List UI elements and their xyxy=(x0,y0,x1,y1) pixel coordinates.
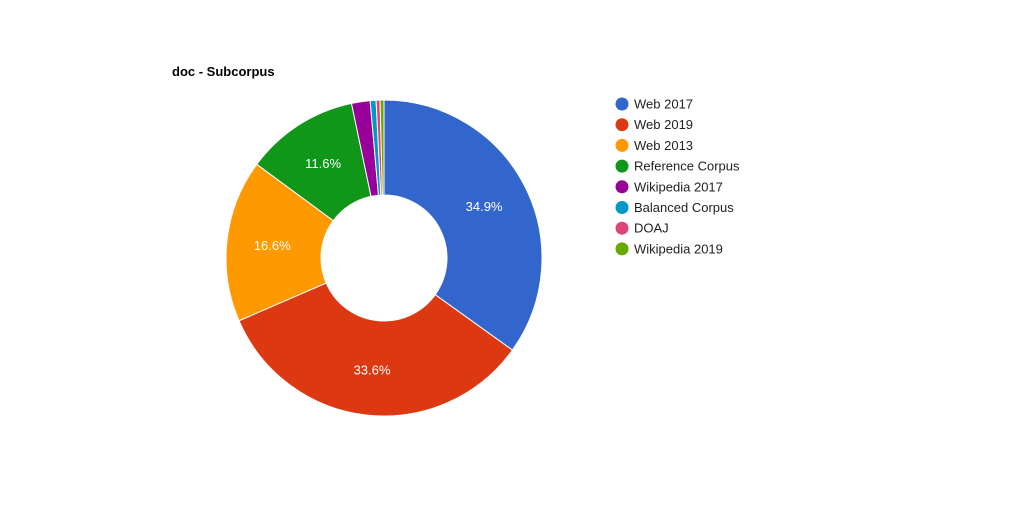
slice-label-reference-corpus: 11.6% xyxy=(305,156,341,171)
legend-item-doaj[interactable]: DOAJ xyxy=(615,221,669,236)
legend-marker-reference-corpus xyxy=(615,159,629,173)
legend-item-web-2019[interactable]: Web 2019 xyxy=(615,117,694,132)
legend-marker-web-2019 xyxy=(615,118,629,132)
slice-web-2017[interactable] xyxy=(383,99,543,351)
legend-label-web-2017: Web 2017 xyxy=(634,97,693,112)
slice-label-web-2017: 34.9% xyxy=(466,199,503,214)
legend-item-wikipedia-2019[interactable]: Wikipedia 2019 xyxy=(615,241,723,256)
legend-label-wikipedia-2017: Wikipedia 2017 xyxy=(634,179,723,194)
legend-item-web-2017[interactable]: Web 2017 xyxy=(615,97,694,112)
slice-web-2019[interactable] xyxy=(238,282,514,417)
legend-item-balanced-corpus[interactable]: Balanced Corpus xyxy=(615,200,735,215)
legend-label-balanced-corpus: Balanced Corpus xyxy=(634,200,734,215)
legend-item-web-2013[interactable]: Web 2013 xyxy=(615,138,694,153)
legend-marker-wikipedia-2019 xyxy=(615,242,629,256)
slice-label-web-2019: 33.6% xyxy=(354,362,391,377)
legend-marker-doaj xyxy=(615,221,629,235)
legend-label-doaj: DOAJ xyxy=(634,221,669,236)
legend-label-reference-corpus: Reference Corpus xyxy=(634,159,740,174)
slice-label-web-2013: 16.6% xyxy=(254,238,291,253)
slice-web-2013[interactable] xyxy=(225,163,334,322)
chart-slices xyxy=(225,99,543,417)
legend-item-wikipedia-2017[interactable]: Wikipedia 2017 xyxy=(615,179,723,194)
legend-marker-web-2017 xyxy=(615,97,629,111)
chart-slice-labels: 34.9% 33.6% 16.6% 11.6% xyxy=(254,156,503,377)
legend-marker-web-2013 xyxy=(615,138,629,152)
legend-marker-wikipedia-2017 xyxy=(615,180,629,194)
legend-marker-balanced-corpus xyxy=(615,201,629,214)
slice-wikipedia-2019[interactable] xyxy=(379,99,385,196)
chart-legend: Web 2017 Web 2019 Web 2013 Reference Corpus… xyxy=(615,97,740,256)
legend-label-web-2013: Web 2013 xyxy=(634,138,693,153)
chart-title: doc - Subcorpus xyxy=(172,64,275,79)
legend-item-reference-corpus[interactable]: Reference Corpus xyxy=(615,159,740,174)
legend-label-wikipedia-2019: Wikipedia 2019 xyxy=(634,241,723,256)
legend-label-web-2019: Web 2019 xyxy=(634,117,693,132)
